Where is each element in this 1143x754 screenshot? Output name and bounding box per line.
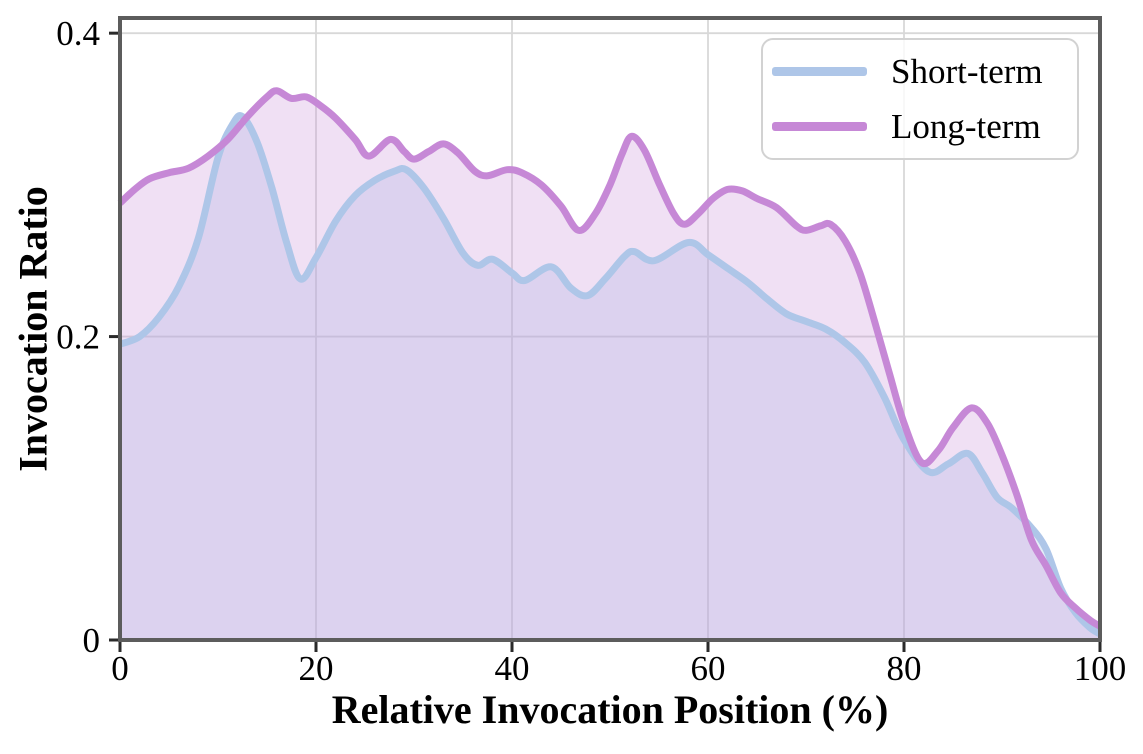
y-tick-label: 0.2 [56, 318, 100, 357]
x-axis-title: Relative Invocation Position (%) [331, 687, 889, 732]
ticks [109, 31, 1102, 652]
x-tick-label: 20 [299, 649, 334, 688]
area-short-term [120, 115, 1100, 640]
curve-long-term [117, 87, 1102, 630]
x-tick-label: 0 [111, 649, 129, 688]
y-tick-label: 0.4 [56, 14, 100, 53]
area-long-term [120, 90, 1100, 640]
legend-entry-long-term: Long-term [763, 101, 1077, 151]
x-tick-label: 40 [495, 649, 530, 688]
short-term-line-swatch [772, 67, 867, 77]
y-tick-label: 0 [83, 621, 101, 660]
legend: Short-term Long-term [761, 38, 1079, 160]
y-axis-title: Invocation Ratio [10, 186, 56, 472]
axes-frame [118, 16, 1102, 642]
long-term-line-swatch [772, 121, 867, 131]
x-tick-label: 100 [1074, 649, 1127, 688]
x-tick-label: 80 [887, 649, 922, 688]
curve-short-term [118, 112, 1102, 637]
x-tick-label: 60 [691, 649, 726, 688]
legend-label-long-term: Long-term [891, 106, 1041, 146]
tick-labels: 0 20 40 60 80 100 0 0.2 0.4 [56, 14, 1126, 688]
legend-entry-short-term: Short-term [763, 47, 1077, 97]
legend-label-short-term: Short-term [891, 52, 1043, 92]
